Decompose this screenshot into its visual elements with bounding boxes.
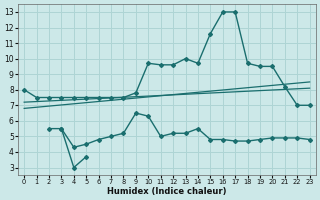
X-axis label: Humidex (Indice chaleur): Humidex (Indice chaleur) bbox=[107, 187, 227, 196]
